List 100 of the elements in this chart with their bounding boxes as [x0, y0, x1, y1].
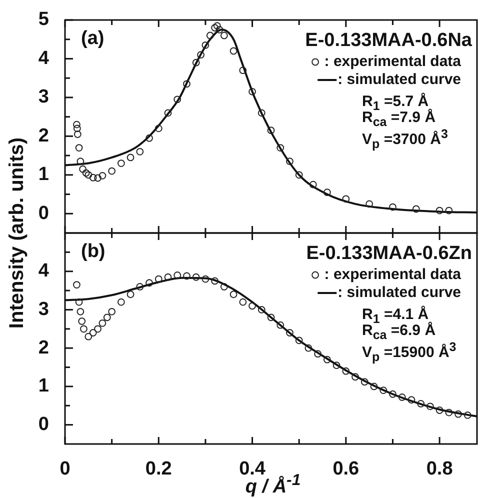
point: [192, 273, 200, 281]
point: [211, 24, 219, 32]
point: [304, 344, 312, 352]
point: [74, 130, 82, 138]
point: [398, 393, 406, 401]
y-tick-label: 5: [38, 9, 50, 30]
point: [276, 321, 284, 329]
point: [76, 308, 84, 316]
point: [239, 298, 247, 306]
point: [417, 400, 425, 408]
y-tick-label: 0: [38, 202, 49, 224]
y-tick-label: 4: [38, 48, 50, 69]
point: [126, 154, 134, 162]
point: [445, 408, 453, 416]
point: [213, 22, 221, 30]
y-axis-title: Intensity (arb. units): [6, 137, 29, 329]
point: [389, 203, 396, 211]
y-tick-label: 0: [38, 414, 49, 436]
y-tick-label: 1: [38, 376, 50, 397]
point: [286, 158, 294, 166]
point: [267, 126, 275, 134]
point: [94, 325, 102, 333]
point: [117, 298, 125, 306]
point: [84, 171, 92, 179]
y-tick-label: 3: [38, 298, 49, 320]
point: [136, 283, 144, 290]
y-tick-label: 2: [38, 337, 49, 358]
point: [445, 206, 453, 214]
point: [314, 350, 322, 358]
point: [360, 378, 368, 386]
point: [370, 382, 378, 390]
point: [82, 169, 90, 177]
point: [108, 308, 116, 316]
point: [309, 180, 317, 188]
point: [75, 144, 83, 152]
point: [436, 206, 444, 214]
point: [126, 290, 134, 298]
legend-label: : experimental data: [324, 53, 462, 70]
point: [366, 200, 374, 208]
point: [230, 290, 238, 298]
point: [79, 165, 86, 173]
x-tick-label: 0.6: [332, 458, 360, 480]
point: [352, 373, 359, 381]
y-tick-label: 4: [38, 260, 50, 282]
point: [84, 332, 92, 340]
x-tick-label: 0.8: [426, 458, 453, 480]
point: [73, 281, 80, 288]
point: [136, 148, 144, 156]
point: [412, 205, 420, 213]
point: [216, 26, 224, 34]
point: [117, 160, 125, 167]
point: [267, 314, 275, 322]
point: [154, 275, 162, 283]
point: [295, 171, 303, 179]
point: [258, 109, 266, 117]
point: [276, 144, 284, 152]
point: [146, 279, 153, 287]
point: [220, 32, 228, 40]
point: [408, 396, 416, 404]
point: [295, 336, 303, 344]
point: [248, 302, 256, 310]
point: [89, 329, 97, 336]
point: [436, 406, 444, 414]
point: [230, 47, 238, 55]
text: E-0.133MAA-0.6Zn: [306, 243, 472, 265]
point: [78, 318, 86, 325]
point: [342, 195, 350, 203]
point: [76, 158, 84, 166]
point: [73, 120, 80, 128]
point: [286, 329, 294, 336]
point: [108, 167, 116, 175]
point: [174, 96, 182, 104]
point: [89, 174, 97, 182]
annotation: (a): [81, 28, 104, 50]
point: [174, 272, 182, 279]
point: [164, 273, 172, 281]
point: [183, 272, 190, 280]
point: [183, 80, 190, 88]
point: [426, 402, 434, 410]
point: [192, 58, 200, 66]
point: [98, 172, 106, 180]
point: [164, 109, 172, 117]
annotation: (b): [81, 241, 106, 263]
point: [80, 325, 88, 333]
point: [75, 298, 83, 306]
point: [248, 88, 256, 96]
point: [380, 386, 388, 394]
point: [154, 124, 162, 132]
point: [389, 390, 396, 398]
point: [258, 306, 266, 314]
annotation: V$_{p}$ =3700 Å$^{3}$: [362, 127, 448, 151]
x-tick-label: 0: [60, 458, 70, 480]
legend-label: : simulated curve: [338, 71, 462, 88]
annotation: V$_{p}$ =15900 Å$^{3}$: [362, 340, 456, 364]
point: [202, 275, 210, 283]
point: [94, 174, 102, 182]
point: [98, 319, 106, 327]
point: [323, 356, 331, 364]
legend-label: : simulated curve: [338, 284, 462, 302]
point: [332, 362, 340, 370]
